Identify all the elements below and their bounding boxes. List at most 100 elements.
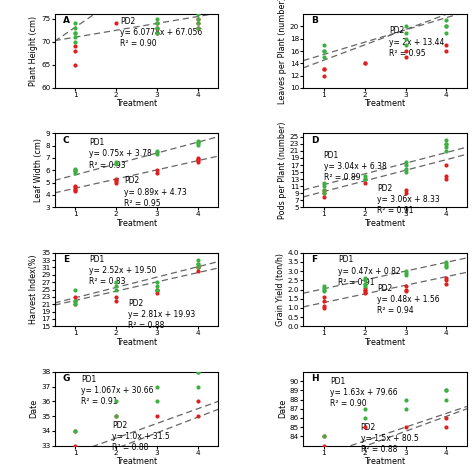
Point: [443, 47, 450, 55]
Text: PD1
y= 1.067x + 30.66
R² = 0.91: PD1 y= 1.067x + 30.66 R² = 0.91: [81, 375, 154, 406]
Point: [402, 267, 410, 275]
Point: [361, 423, 368, 431]
Point: [320, 293, 328, 301]
Y-axis label: Date: Date: [278, 399, 287, 419]
Point: [402, 161, 410, 169]
Point: [320, 284, 328, 292]
Point: [443, 23, 450, 30]
Point: [71, 29, 79, 36]
Point: [71, 286, 79, 293]
Point: [402, 168, 410, 176]
Point: [194, 368, 201, 376]
Point: [71, 166, 79, 174]
Text: PD2
y= 0.48x + 1.56
R² = 0.94: PD2 y= 0.48x + 1.56 R² = 0.94: [377, 284, 439, 315]
X-axis label: Treatment: Treatment: [365, 457, 406, 466]
Point: [71, 293, 79, 301]
Point: [71, 183, 79, 191]
Point: [112, 160, 119, 168]
Point: [402, 189, 410, 197]
Point: [71, 34, 79, 41]
Point: [402, 165, 410, 173]
Text: H: H: [311, 374, 319, 383]
Point: [194, 15, 201, 23]
Point: [402, 405, 410, 412]
Point: [153, 282, 161, 290]
X-axis label: Treatment: Treatment: [116, 100, 157, 109]
Point: [153, 169, 161, 176]
Point: [71, 38, 79, 46]
Point: [153, 148, 161, 155]
Point: [71, 427, 79, 435]
Point: [320, 433, 328, 440]
Point: [443, 175, 450, 183]
Point: [153, 147, 161, 155]
Point: [443, 260, 450, 267]
Point: [153, 29, 161, 36]
Point: [361, 276, 368, 284]
Text: PD2
y= 0.89x + 4.73
R² = 0.95: PD2 y= 0.89x + 4.73 R² = 0.95: [124, 176, 187, 208]
Point: [320, 179, 328, 186]
Point: [112, 19, 119, 27]
Point: [443, 423, 450, 431]
Y-axis label: Harvest Index(%): Harvest Index(%): [29, 255, 38, 324]
Point: [153, 166, 161, 174]
Point: [361, 179, 368, 186]
Text: PD1
y= 0.75x + 3.78
R² = 0.93: PD1 y= 0.75x + 3.78 R² = 0.93: [89, 138, 152, 170]
Point: [112, 286, 119, 293]
Point: [71, 29, 79, 36]
Point: [443, 140, 450, 148]
Point: [71, 185, 79, 192]
Point: [71, 186, 79, 194]
Point: [71, 297, 79, 304]
Text: F: F: [311, 255, 318, 264]
Point: [320, 288, 328, 295]
Point: [320, 189, 328, 197]
Point: [194, 24, 201, 32]
Point: [443, 17, 450, 24]
Point: [112, 158, 119, 165]
Point: [71, 442, 79, 449]
Text: G: G: [63, 374, 70, 383]
Point: [194, 368, 201, 376]
Point: [112, 282, 119, 290]
Point: [320, 65, 328, 73]
Point: [443, 264, 450, 271]
Y-axis label: Plant Height (cm): Plant Height (cm): [29, 16, 38, 86]
Point: [194, 158, 201, 165]
Point: [71, 427, 79, 435]
Point: [71, 187, 79, 195]
Point: [153, 29, 161, 36]
Point: [320, 65, 328, 73]
X-axis label: Treatment: Treatment: [365, 219, 406, 228]
Point: [402, 282, 410, 290]
Point: [194, 10, 201, 18]
Point: [320, 41, 328, 49]
Point: [71, 61, 79, 69]
Text: PD2
y= 1.5x + 80.5
R² = 0.88: PD2 y= 1.5x + 80.5 R² = 0.88: [361, 422, 418, 454]
Point: [361, 280, 368, 288]
Point: [194, 260, 201, 267]
Point: [153, 15, 161, 23]
Point: [443, 41, 450, 49]
Point: [112, 179, 119, 186]
Point: [443, 140, 450, 148]
Point: [153, 24, 161, 32]
Point: [361, 282, 368, 290]
Point: [443, 144, 450, 151]
Point: [194, 154, 201, 162]
Point: [194, 139, 201, 147]
Point: [194, 260, 201, 267]
Point: [112, 297, 119, 304]
Point: [361, 60, 368, 67]
X-axis label: Treatment: Treatment: [116, 219, 157, 228]
Point: [320, 189, 328, 197]
Point: [320, 186, 328, 193]
Point: [153, 151, 161, 158]
Point: [194, 141, 201, 148]
Point: [402, 47, 410, 55]
Point: [153, 383, 161, 391]
Point: [443, 387, 450, 394]
Y-axis label: Leaves per Plant (number): Leaves per Plant (number): [278, 0, 287, 104]
Text: PD2
y= 3.06x + 8.33
R² = 0.91: PD2 y= 3.06x + 8.33 R² = 0.91: [377, 184, 440, 216]
Y-axis label: Date: Date: [29, 399, 38, 419]
